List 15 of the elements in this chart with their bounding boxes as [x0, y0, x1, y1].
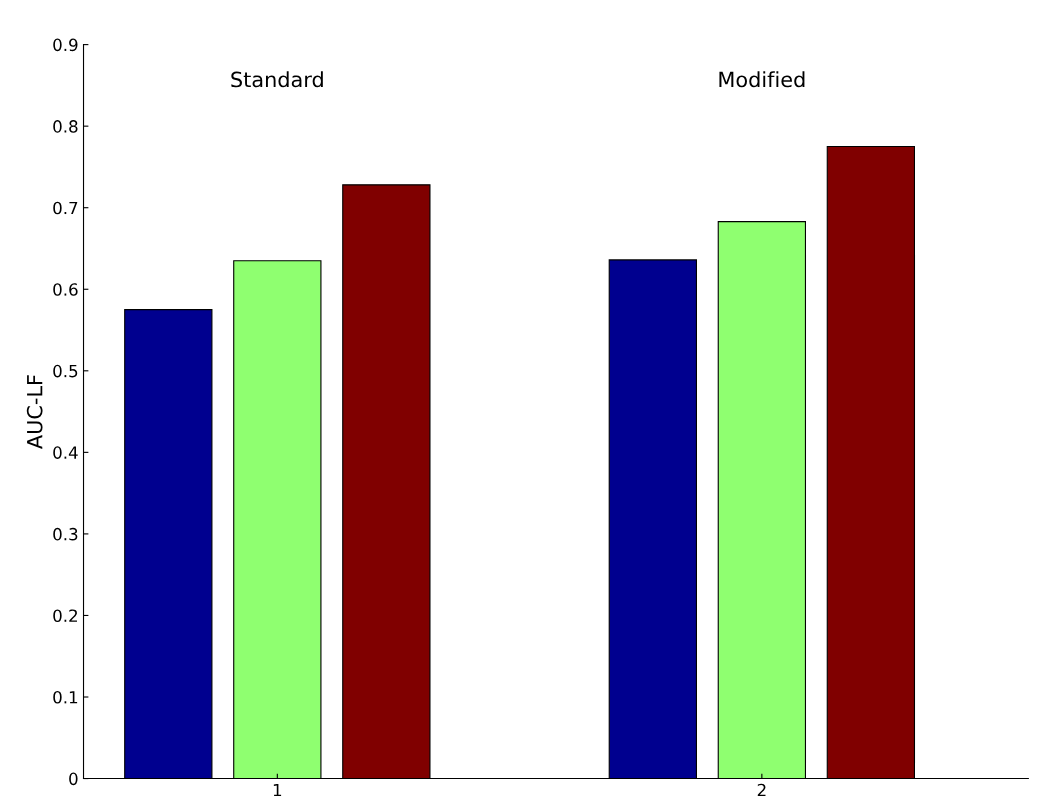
- y-tick-label: 0.8: [53, 120, 78, 133]
- y-tick-label: 0.6: [53, 283, 78, 296]
- y-tick-label: 0.9: [53, 38, 78, 52]
- y-tick-label: 0.5: [53, 364, 78, 378]
- y-axis-title: AUC-LF: [26, 375, 43, 449]
- y-tick-label: 0.4: [53, 446, 78, 459]
- annotation: Modified: [719, 71, 805, 88]
- y-tick-label: 0.7: [53, 201, 78, 215]
- y-tick-label: 0.1: [53, 690, 78, 704]
- annotation: Standard: [231, 71, 323, 88]
- y-tick-label: 0: [69, 772, 78, 786]
- x-tick-label: 2: [757, 783, 766, 797]
- y-tick-label: 0.2: [53, 609, 77, 623]
- y-tick-label: 0.3: [53, 527, 78, 541]
- x-tick-label: 1: [273, 783, 282, 797]
